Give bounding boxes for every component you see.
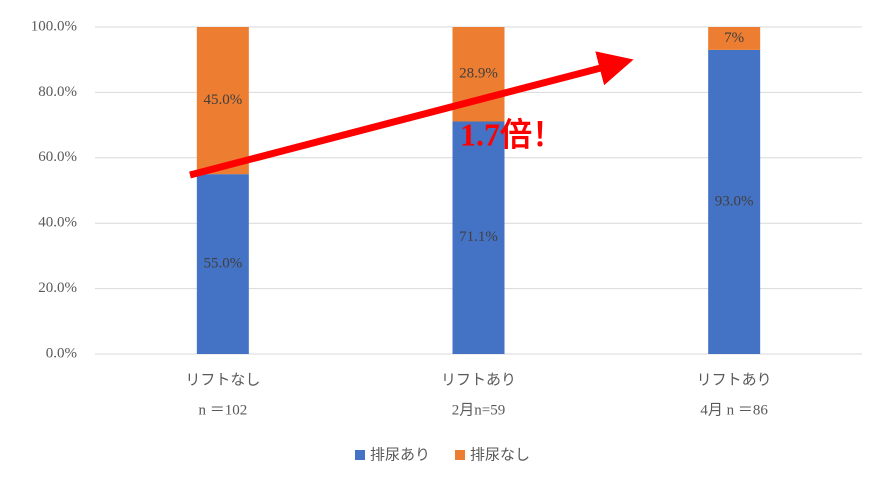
bar-segment [196,174,249,354]
y-tick-label: 40.0% [38,215,77,231]
data-label: 45.0% [203,92,242,108]
x-tick-label: 2月n=59 [452,402,505,418]
data-label: 71.1% [459,229,498,245]
x-tick-label: リフトなし [185,371,260,388]
x-tick-label: n ＝102 [198,402,247,418]
y-tick-label: 60.0% [38,149,77,165]
bar-segment [196,27,249,175]
x-tick-label: リフトあり [697,371,772,388]
bar-segment [708,27,761,50]
legend-swatch [455,450,466,460]
data-label: 55.0% [203,256,242,272]
y-tick-label: 0.0% [46,345,77,361]
bar-segment [452,121,505,355]
y-tick-label: 80.0% [38,84,77,100]
data-label: 7% [724,30,744,46]
x-tick-label: リフトあり [441,371,516,388]
plot-area: 0.0% 20.0% 40.0% 60.0% 80.0% 100.0% リフトなし n ＝10… [31,18,862,418]
legend-label: 排尿なし [470,446,530,463]
data-label: 28.9% [459,66,498,82]
data-label: 93.0% [715,193,754,209]
x-tick-label: 4月 n ＝86 [700,402,768,418]
y-tick-label: 20.0% [38,280,77,296]
y-tick-label: 100.0% [31,18,77,34]
bar-segment [708,49,761,354]
legend-label: 排尿あり [370,446,430,463]
legend-swatch [355,450,365,460]
arrow [189,51,634,179]
annotation: 1.7倍！ [460,116,564,152]
